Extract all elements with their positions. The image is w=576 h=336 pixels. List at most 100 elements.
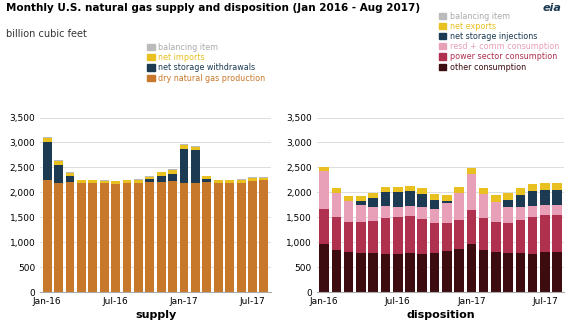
Bar xyxy=(503,193,513,200)
Bar xyxy=(319,209,329,244)
Bar xyxy=(180,144,188,149)
Bar xyxy=(202,176,211,179)
Bar xyxy=(237,180,245,183)
Bar xyxy=(157,182,166,292)
Bar xyxy=(100,180,109,181)
Bar xyxy=(259,180,268,292)
Bar xyxy=(491,252,501,292)
Bar xyxy=(168,174,177,181)
Bar xyxy=(180,183,188,292)
Bar xyxy=(344,252,354,292)
Bar xyxy=(369,207,378,221)
Bar xyxy=(356,201,366,205)
Bar xyxy=(381,218,391,254)
Text: Monthly U.S. natural gas supply and disposition (Jan 2016 - Aug 2017): Monthly U.S. natural gas supply and disp… xyxy=(6,3,420,13)
Bar xyxy=(123,180,131,183)
X-axis label: supply: supply xyxy=(135,310,176,320)
Bar xyxy=(516,253,525,292)
Bar xyxy=(356,196,366,201)
Bar xyxy=(454,220,464,249)
Bar xyxy=(442,203,452,223)
Bar xyxy=(369,253,378,292)
Bar xyxy=(123,179,131,180)
Bar xyxy=(528,206,537,217)
Bar xyxy=(123,183,131,292)
Bar xyxy=(43,180,52,292)
Bar xyxy=(516,188,525,196)
Bar xyxy=(381,187,391,193)
Bar xyxy=(344,196,354,201)
Bar xyxy=(356,253,366,292)
Bar xyxy=(442,196,452,201)
Bar xyxy=(225,180,234,183)
Bar xyxy=(479,188,488,194)
Bar xyxy=(202,182,211,292)
Bar xyxy=(552,183,562,191)
Bar xyxy=(66,173,74,176)
Bar xyxy=(332,193,341,217)
Bar xyxy=(503,200,513,207)
Bar xyxy=(77,183,86,292)
Bar xyxy=(54,161,63,165)
Bar xyxy=(528,254,537,292)
Bar xyxy=(552,215,562,252)
Bar xyxy=(405,206,415,216)
Bar xyxy=(168,181,177,292)
Text: eia: eia xyxy=(543,3,562,13)
Bar xyxy=(259,178,268,180)
Bar xyxy=(54,160,63,161)
Bar xyxy=(66,172,74,173)
Bar xyxy=(344,222,354,252)
Bar xyxy=(393,187,403,192)
Bar xyxy=(157,176,166,182)
Bar xyxy=(54,165,63,183)
Bar xyxy=(467,168,476,174)
Bar xyxy=(540,205,550,215)
Bar xyxy=(442,251,452,292)
Bar xyxy=(88,183,97,292)
Bar xyxy=(77,180,86,183)
Bar xyxy=(430,253,439,292)
Bar xyxy=(134,179,143,180)
Bar xyxy=(381,193,391,206)
Bar xyxy=(145,182,154,292)
Bar xyxy=(467,244,476,292)
Bar xyxy=(528,191,537,206)
Bar xyxy=(479,194,488,218)
Bar xyxy=(332,188,341,193)
Bar xyxy=(319,167,329,171)
Bar xyxy=(381,254,391,292)
Bar xyxy=(430,194,439,200)
Bar xyxy=(66,182,74,292)
Bar xyxy=(503,207,513,223)
Bar xyxy=(344,201,354,222)
Bar xyxy=(528,217,537,254)
Bar xyxy=(418,188,427,194)
Bar xyxy=(248,178,257,181)
Bar xyxy=(100,181,109,183)
Bar xyxy=(393,254,403,292)
Bar xyxy=(442,223,452,251)
Bar xyxy=(479,218,488,250)
Bar xyxy=(418,207,427,219)
Bar xyxy=(134,183,143,292)
Bar xyxy=(418,194,427,207)
Bar xyxy=(356,205,366,222)
Bar xyxy=(405,253,415,292)
Bar xyxy=(418,219,427,254)
Bar xyxy=(467,174,476,210)
Bar xyxy=(503,253,513,292)
Bar xyxy=(442,201,452,203)
Bar xyxy=(369,193,378,198)
Bar xyxy=(540,215,550,252)
Bar xyxy=(66,176,74,182)
Bar xyxy=(225,183,234,292)
Bar xyxy=(180,149,188,183)
Bar xyxy=(77,179,86,180)
Bar xyxy=(491,222,501,252)
Bar xyxy=(168,170,177,174)
Bar xyxy=(43,137,52,142)
Legend: balancing item, net exports, net storage injections, resd + comm consumption, po: balancing item, net exports, net storage… xyxy=(438,10,560,73)
Bar xyxy=(405,186,415,192)
Bar xyxy=(356,222,366,253)
